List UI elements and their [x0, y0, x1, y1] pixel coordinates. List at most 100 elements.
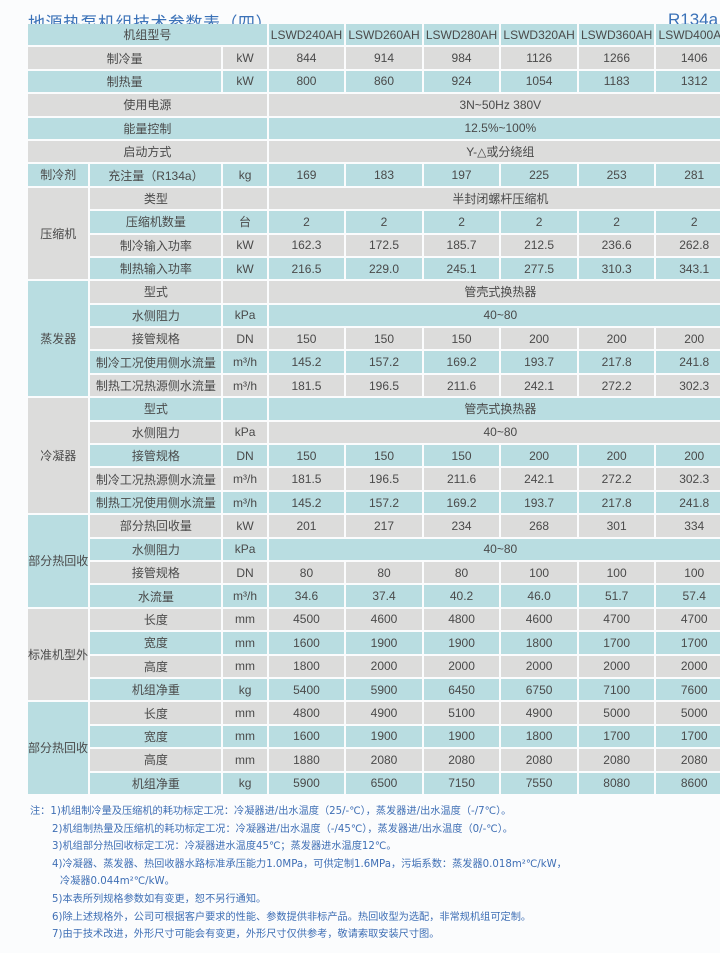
- value-cell: 225: [501, 164, 577, 186]
- row-label: 高度: [90, 749, 222, 771]
- value-cell: 4800: [423, 608, 500, 631]
- model-name: LSWD360AH: [578, 24, 655, 46]
- table-row: 接管规格 DN 80 80 80 100 100 100: [28, 561, 720, 584]
- value-cell: 2: [268, 211, 345, 233]
- value-cell: 185.7: [423, 234, 500, 256]
- table-row: 部分热回收机型外形、重量长度mm480049005100490050005000: [28, 702, 720, 794]
- unit-cell: mm: [223, 655, 267, 677]
- unit-cell: [223, 281, 267, 303]
- value-cell: 200: [656, 445, 720, 467]
- row-label: 机组净重: [90, 772, 222, 794]
- unit-cell: m³/h: [223, 351, 267, 373]
- row-label: 制冷量: [28, 47, 222, 69]
- value-cell: 2000: [501, 655, 577, 677]
- merged-value: Y-△或分绕组: [268, 140, 720, 163]
- notes-prefix: 注：: [30, 806, 51, 817]
- unit-cell: kPa: [223, 304, 267, 327]
- value-cell: 5100: [423, 702, 500, 724]
- note-6: 6)除上述规格外，公司可根据客户要求的性能、参数提供非标产品。热回收型为选配，非…: [52, 911, 532, 923]
- notes: 注：1)机组制冷量及压缩机的耗功标定工况：冷凝器进/出水温度（25/-℃），蒸发…: [30, 803, 567, 944]
- note-4-cont: 冷凝器0.044m²℃/kW。: [60, 876, 175, 888]
- value-cell: 5900: [268, 772, 345, 794]
- value-cell: 302.3: [656, 374, 720, 397]
- unit-cell: mm: [223, 702, 267, 724]
- value-cell: 51.7: [578, 585, 655, 607]
- table-row: 水流量 m³/h 34.6 37.4 40.2 46.0 51.7 57.4: [28, 585, 720, 607]
- value-cell: 80: [423, 561, 500, 584]
- value-cell: 268: [501, 515, 577, 537]
- row-label: 制冷输入功率: [90, 234, 222, 256]
- value-cell: 241.8: [656, 491, 720, 514]
- value-cell: 800: [268, 70, 345, 93]
- row-label: 部分热回收量: [90, 515, 222, 537]
- note-line: 注：1)机组制冷量及压缩机的耗功标定工况：冷凝器进/出水温度（25/-℃），蒸发…: [30, 803, 567, 821]
- unit-cell: mm: [223, 608, 267, 631]
- unit-cell: 台: [223, 211, 267, 233]
- value-cell: 281: [656, 164, 720, 186]
- value-cell: 2080: [423, 749, 500, 771]
- value-cell: 200: [578, 445, 655, 467]
- value-cell: 172.5: [346, 234, 422, 256]
- model-name: LSWD320AH: [501, 24, 577, 46]
- value-cell: 217.8: [578, 491, 655, 514]
- note-2: 2)机组制热量及压缩机的耗功标定工况：冷凝器进/出水温度（-/45℃），蒸发器进…: [52, 823, 513, 835]
- value-cell: 2000: [578, 655, 655, 677]
- value-cell: 1406: [656, 47, 720, 69]
- row-label: 接管规格: [90, 445, 222, 467]
- row-label: 制热工况热源侧水流量: [90, 374, 222, 397]
- value-cell: 7100: [578, 678, 655, 701]
- value-cell: 40.2: [423, 585, 500, 607]
- row-label: 水侧阻力: [90, 304, 222, 327]
- value-cell: 1900: [423, 632, 500, 654]
- table-row: 能量控制 12.5%~100%: [28, 117, 720, 139]
- value-cell: 4700: [578, 608, 655, 631]
- row-label: 能量控制: [28, 117, 267, 139]
- table-row: 制热工况热源侧水流量 m³/h 181.5 196.5 211.6 242.1 272.2 3…: [28, 374, 720, 397]
- unit-cell: kg: [223, 678, 267, 701]
- table-row: 水侧阻力 kPa 40~80: [28, 421, 720, 444]
- value-cell: 1700: [578, 632, 655, 654]
- value-cell: 272.2: [578, 374, 655, 397]
- note-7: 7)由于技术改进，外形尺寸可能会有变更，外形尺寸仅供参考，敬请索取安装尺寸图。: [52, 929, 440, 941]
- value-cell: 5000: [578, 702, 655, 724]
- value-cell: 100: [656, 561, 720, 584]
- value-cell: 334: [656, 515, 720, 537]
- value-cell: 34.6: [268, 585, 345, 607]
- table-row: 压缩机 类型 半封闭螺杆压缩机: [28, 187, 720, 280]
- table-row: 制热量 kW 800 860 924 1054 1183 1312: [28, 70, 720, 93]
- value-cell: 217.8: [578, 351, 655, 373]
- value-cell: 145.2: [268, 491, 345, 514]
- table-row: 制冷工况使用侧水流量 m³/h 145.2 157.2 169.2 193.7 217.8 2…: [28, 351, 720, 373]
- merged-value: 半封闭螺杆压缩机: [268, 187, 720, 210]
- value-cell: 272.2: [578, 468, 655, 490]
- value-cell: 2080: [501, 749, 577, 771]
- table-row: 制热工况使用侧水流量 m³/h 145.2 157.2 169.2 193.7 217.8 2…: [28, 491, 720, 514]
- value-cell: 2: [501, 211, 577, 233]
- value-cell: 216.5: [268, 257, 345, 280]
- row-label: 充注量（R134a）: [90, 164, 222, 186]
- value-cell: 6750: [501, 678, 577, 701]
- value-cell: 241.8: [656, 351, 720, 373]
- value-cell: 150: [346, 445, 422, 467]
- merged-value: 40~80: [268, 421, 720, 444]
- value-cell: 2000: [423, 655, 500, 677]
- group-label: 压缩机: [28, 187, 89, 280]
- value-cell: 1054: [501, 70, 577, 93]
- value-cell: 1600: [268, 632, 345, 654]
- row-label: 水侧阻力: [90, 538, 222, 560]
- value-cell: 150: [423, 328, 500, 350]
- group-label: 蒸发器: [28, 281, 89, 397]
- value-cell: 1700: [656, 632, 720, 654]
- value-cell: 4600: [501, 608, 577, 631]
- note-4: 4)冷凝器、蒸发器、热回收器水路标准承压能力1.0MPa，可供定制1.6MPa，…: [52, 858, 567, 870]
- table-row: 高度 mm 1800 2000 2000 2000 2000 2000: [28, 655, 720, 677]
- table-row: 标准机型外形、重量长度mm450046004800460047004700: [28, 608, 720, 701]
- value-cell: 211.6: [423, 374, 500, 397]
- value-cell: 200: [501, 328, 577, 350]
- value-cell: 2000: [656, 655, 720, 677]
- table-row: 蒸发器 型式 管壳式换热器: [28, 281, 720, 397]
- value-cell: 201: [268, 515, 345, 537]
- value-cell: 4700: [656, 608, 720, 631]
- value-cell: 37.4: [346, 585, 422, 607]
- value-cell: 1900: [346, 725, 422, 748]
